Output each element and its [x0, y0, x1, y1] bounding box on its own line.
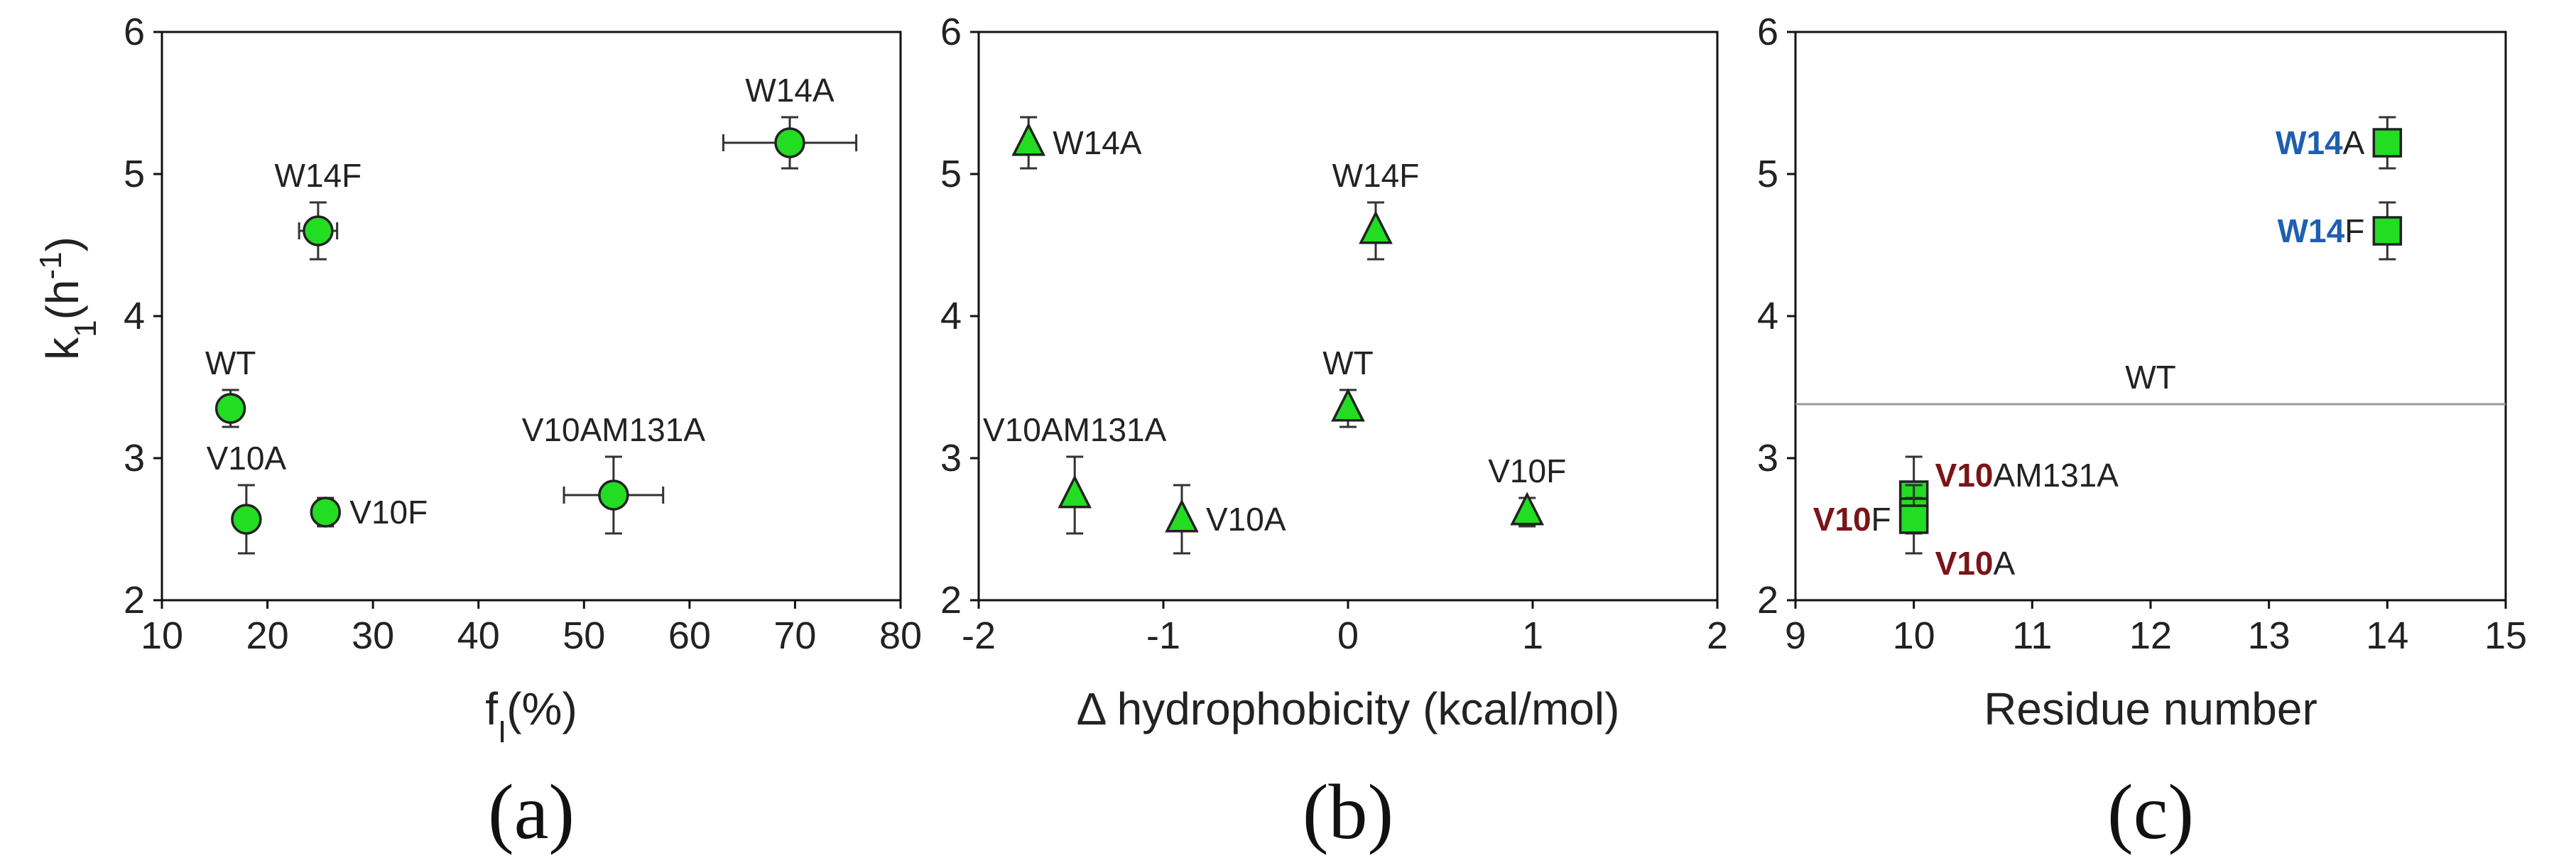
marker-w14f	[303, 215, 334, 246]
point-label-v10am131a: V10AM131A	[1935, 457, 2119, 494]
point-label-suffix: A	[1994, 545, 2016, 582]
y-tick-label: 2	[124, 579, 145, 622]
point-label-v10f: V10F	[1813, 501, 1891, 538]
x-tick-label: 60	[668, 614, 711, 657]
x-tick-label: 9	[1785, 614, 1806, 657]
y-tick-label: 6	[940, 11, 962, 53]
point-label-w14a: W14A	[2276, 124, 2365, 161]
x-tick-label: 1	[1522, 614, 1543, 657]
y-tick-label: 6	[124, 11, 145, 53]
x-tick-label: 15	[2484, 614, 2527, 657]
x-tick-label: 70	[773, 614, 816, 657]
marker-v10a	[231, 504, 262, 535]
x-tick-label: 40	[457, 614, 500, 657]
y-tick-label: 5	[1757, 153, 1778, 195]
point-label-prefix: V10	[1813, 501, 1871, 538]
marker-v10f	[1510, 492, 1545, 526]
x-tick-label: 0	[1337, 614, 1359, 657]
point-label-v10f: V10F	[1488, 452, 1566, 489]
x-tick-label: 11	[2012, 614, 2052, 657]
y-tick-label: 3	[1757, 437, 1778, 479]
x-tick-label: 13	[2248, 614, 2290, 657]
x-tick-label: 30	[352, 614, 394, 657]
marker-wt	[1331, 388, 1365, 422]
marker-w14a	[2372, 128, 2403, 158]
x-tick-label: 10	[1893, 614, 1935, 657]
marker-v10am131a	[1058, 474, 1092, 509]
y-axis-title: k1(h-1)	[33, 237, 103, 360]
point-label-prefix: V10	[1935, 545, 1994, 582]
point-label-v10am131a: V10AM131A	[983, 411, 1167, 448]
point-label-wt: WT	[205, 345, 256, 381]
panel-b: 2 3 4 5 6 -2 -1 0 1 2 W14A V10AM131A V10A WT W14F V10F	[940, 11, 1728, 657]
point-label-v10f: V10F	[349, 494, 428, 531]
wt-reference-label: WT	[2125, 359, 2176, 396]
point-label-v10am131a: V10AM131A	[522, 411, 706, 448]
point-label-prefix: W14	[2276, 124, 2343, 161]
y-tick-label: 2	[940, 579, 962, 622]
y-tick-label: 5	[940, 153, 962, 195]
point-label-w14f: W14F	[1332, 157, 1420, 194]
y-tick-label: 4	[1757, 295, 1778, 337]
y-tick-label: 4	[124, 295, 145, 337]
y-tick-label: 3	[940, 437, 962, 479]
x-tick-label: 14	[2366, 614, 2408, 657]
point-label-v10a: V10A	[1206, 501, 1286, 538]
marker-w14f	[1359, 210, 1393, 244]
y-tick-label: 5	[124, 153, 145, 195]
x-tick-label: 2	[1707, 614, 1728, 657]
y-tick-label: 6	[1757, 11, 1778, 53]
point-label-w14a: W14A	[745, 72, 835, 109]
point-label-prefix: V10	[1935, 457, 1994, 494]
point-label-w14a: W14A	[1053, 124, 1142, 161]
y-tick-label: 2	[1757, 579, 1778, 622]
x-axis-title-c: Residue number	[1984, 683, 2317, 734]
point-label-w14f: W14F	[275, 157, 362, 194]
plot-frame	[977, 31, 1719, 602]
x-tick-label: 12	[2129, 614, 2172, 657]
point-label-v10a: V10A	[1935, 545, 2016, 582]
point-label-wt: WT	[1322, 345, 1374, 381]
x-axis-title-b: Δ hydrophobicity (kcal/mol)	[1077, 683, 1620, 734]
x-tick-label: -2	[962, 614, 996, 657]
panel-label-b: (b)	[1303, 769, 1393, 855]
marker-w14a	[1011, 122, 1046, 156]
panel-label-c: (c)	[2107, 769, 2194, 855]
point-label-w14f: W14F	[2278, 212, 2365, 249]
panel-label-a: (a)	[488, 769, 575, 855]
point-label-suffix: A	[2343, 124, 2365, 161]
marker-w14a	[774, 127, 805, 158]
point-label-suffix: AM131A	[1994, 457, 2119, 494]
point-label-suffix: F	[1871, 501, 1891, 538]
panel-a: 2 3 4 5 6 10 20 30 40 50 60 70 80 WT V10A V10F W14F V10AM…	[124, 11, 922, 657]
marker-v10a	[1898, 504, 1929, 534]
y-tick-label: 3	[124, 437, 145, 479]
marker-w14f	[2372, 216, 2403, 246]
x-tick-label: 20	[246, 614, 289, 657]
point-label-v10a: V10A	[207, 440, 287, 477]
y-tick-label: 4	[940, 295, 962, 337]
x-tick-label: 10	[141, 614, 183, 657]
marker-v10a	[1165, 499, 1199, 533]
marker-wt	[214, 393, 246, 424]
x-axis-title-a: fI(%)	[485, 683, 577, 749]
x-tick-label: 50	[563, 614, 605, 657]
x-tick-label: -1	[1146, 614, 1180, 657]
point-label-prefix: W14	[2278, 212, 2345, 249]
x-tick-label: 80	[879, 614, 922, 657]
marker-v10f	[310, 497, 342, 528]
marker-v10am131a	[598, 479, 629, 511]
point-label-suffix: F	[2344, 212, 2364, 249]
